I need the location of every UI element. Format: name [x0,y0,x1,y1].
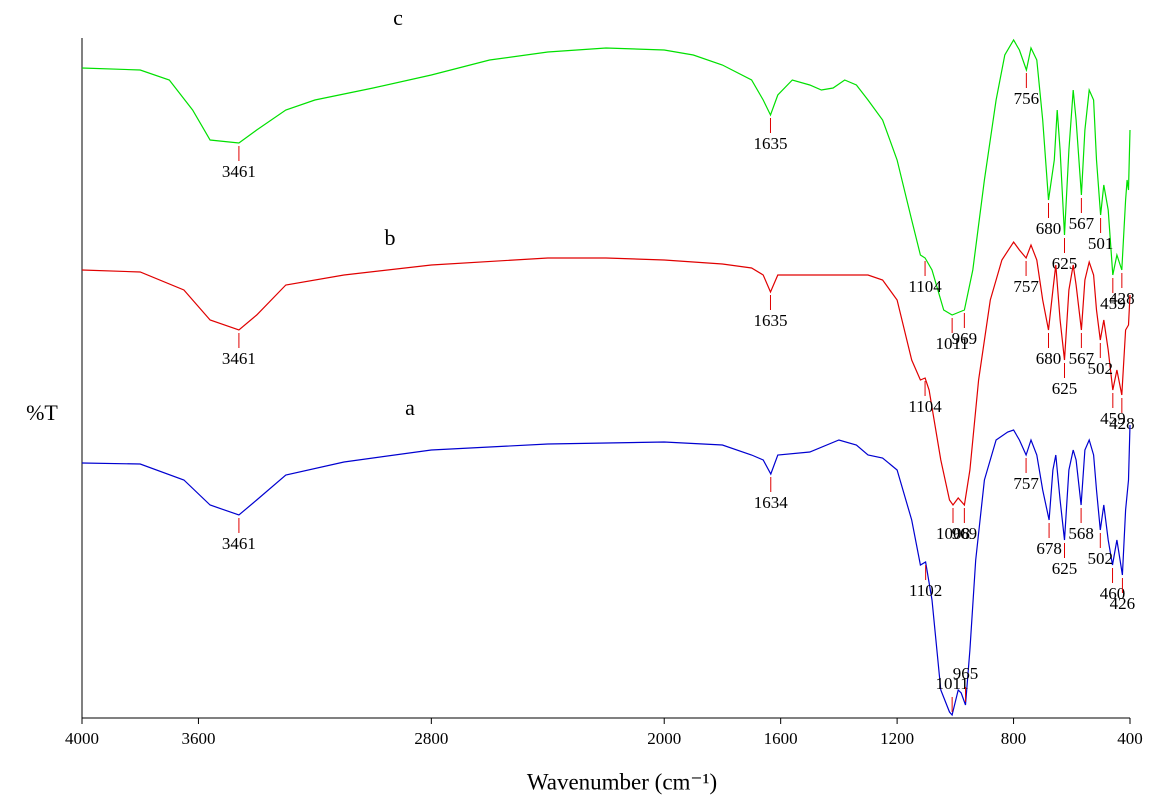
peak-label: 567 [1069,214,1095,233]
peak-label: 3461 [222,162,256,181]
x-tick-label: 4000 [65,729,99,748]
peak-label: 625 [1052,379,1078,398]
peak-label: 757 [1013,277,1039,296]
peak-label: 3461 [222,534,256,553]
peak-label: 428 [1109,414,1135,433]
peak-label: 502 [1088,359,1114,378]
x-tick-label: 1200 [880,729,914,748]
peak-label: 625 [1052,559,1078,578]
spectrum-line [82,242,1130,505]
peak-label: 678 [1036,539,1062,558]
peak-label: 680 [1036,349,1062,368]
x-tick-label: 2800 [414,729,448,748]
x-axis-label: Wavenumber (cm⁻¹) [527,769,717,794]
peak-label: 1635 [753,311,787,330]
x-tick-label: 800 [1001,729,1027,748]
peak-label: 1104 [908,277,942,296]
peak-label: 1635 [753,134,787,153]
chart: %T Wavenumber (cm⁻¹) 4000 3600 2800 2000 160… [0,0,1166,806]
peak-label: 428 [1109,289,1135,308]
peak-label: 969 [952,524,978,543]
y-axis-label: %T [26,400,58,425]
peak-label: 965 [953,664,979,683]
peak-label: 1634 [754,493,789,512]
peak-label: 426 [1110,594,1136,613]
peak-label: 1104 [908,397,942,416]
peak-label: 502 [1088,549,1114,568]
series-label: a [405,395,415,420]
peak-label: 756 [1014,89,1040,108]
peak-label: 3461 [222,349,256,368]
peak-label: 680 [1036,219,1062,238]
x-tick-label: 3600 [181,729,215,748]
series-label: c [393,5,403,30]
peak-label: 757 [1013,474,1039,493]
peak-label: 1102 [909,581,942,600]
peak-label: 501 [1088,234,1114,253]
x-tick-label: 400 [1117,729,1143,748]
series-label: b [385,225,396,250]
peak-label: 969 [952,329,978,348]
x-tick-label: 2000 [647,729,681,748]
peak-label: 568 [1068,524,1094,543]
x-tick-label: 1600 [764,729,798,748]
